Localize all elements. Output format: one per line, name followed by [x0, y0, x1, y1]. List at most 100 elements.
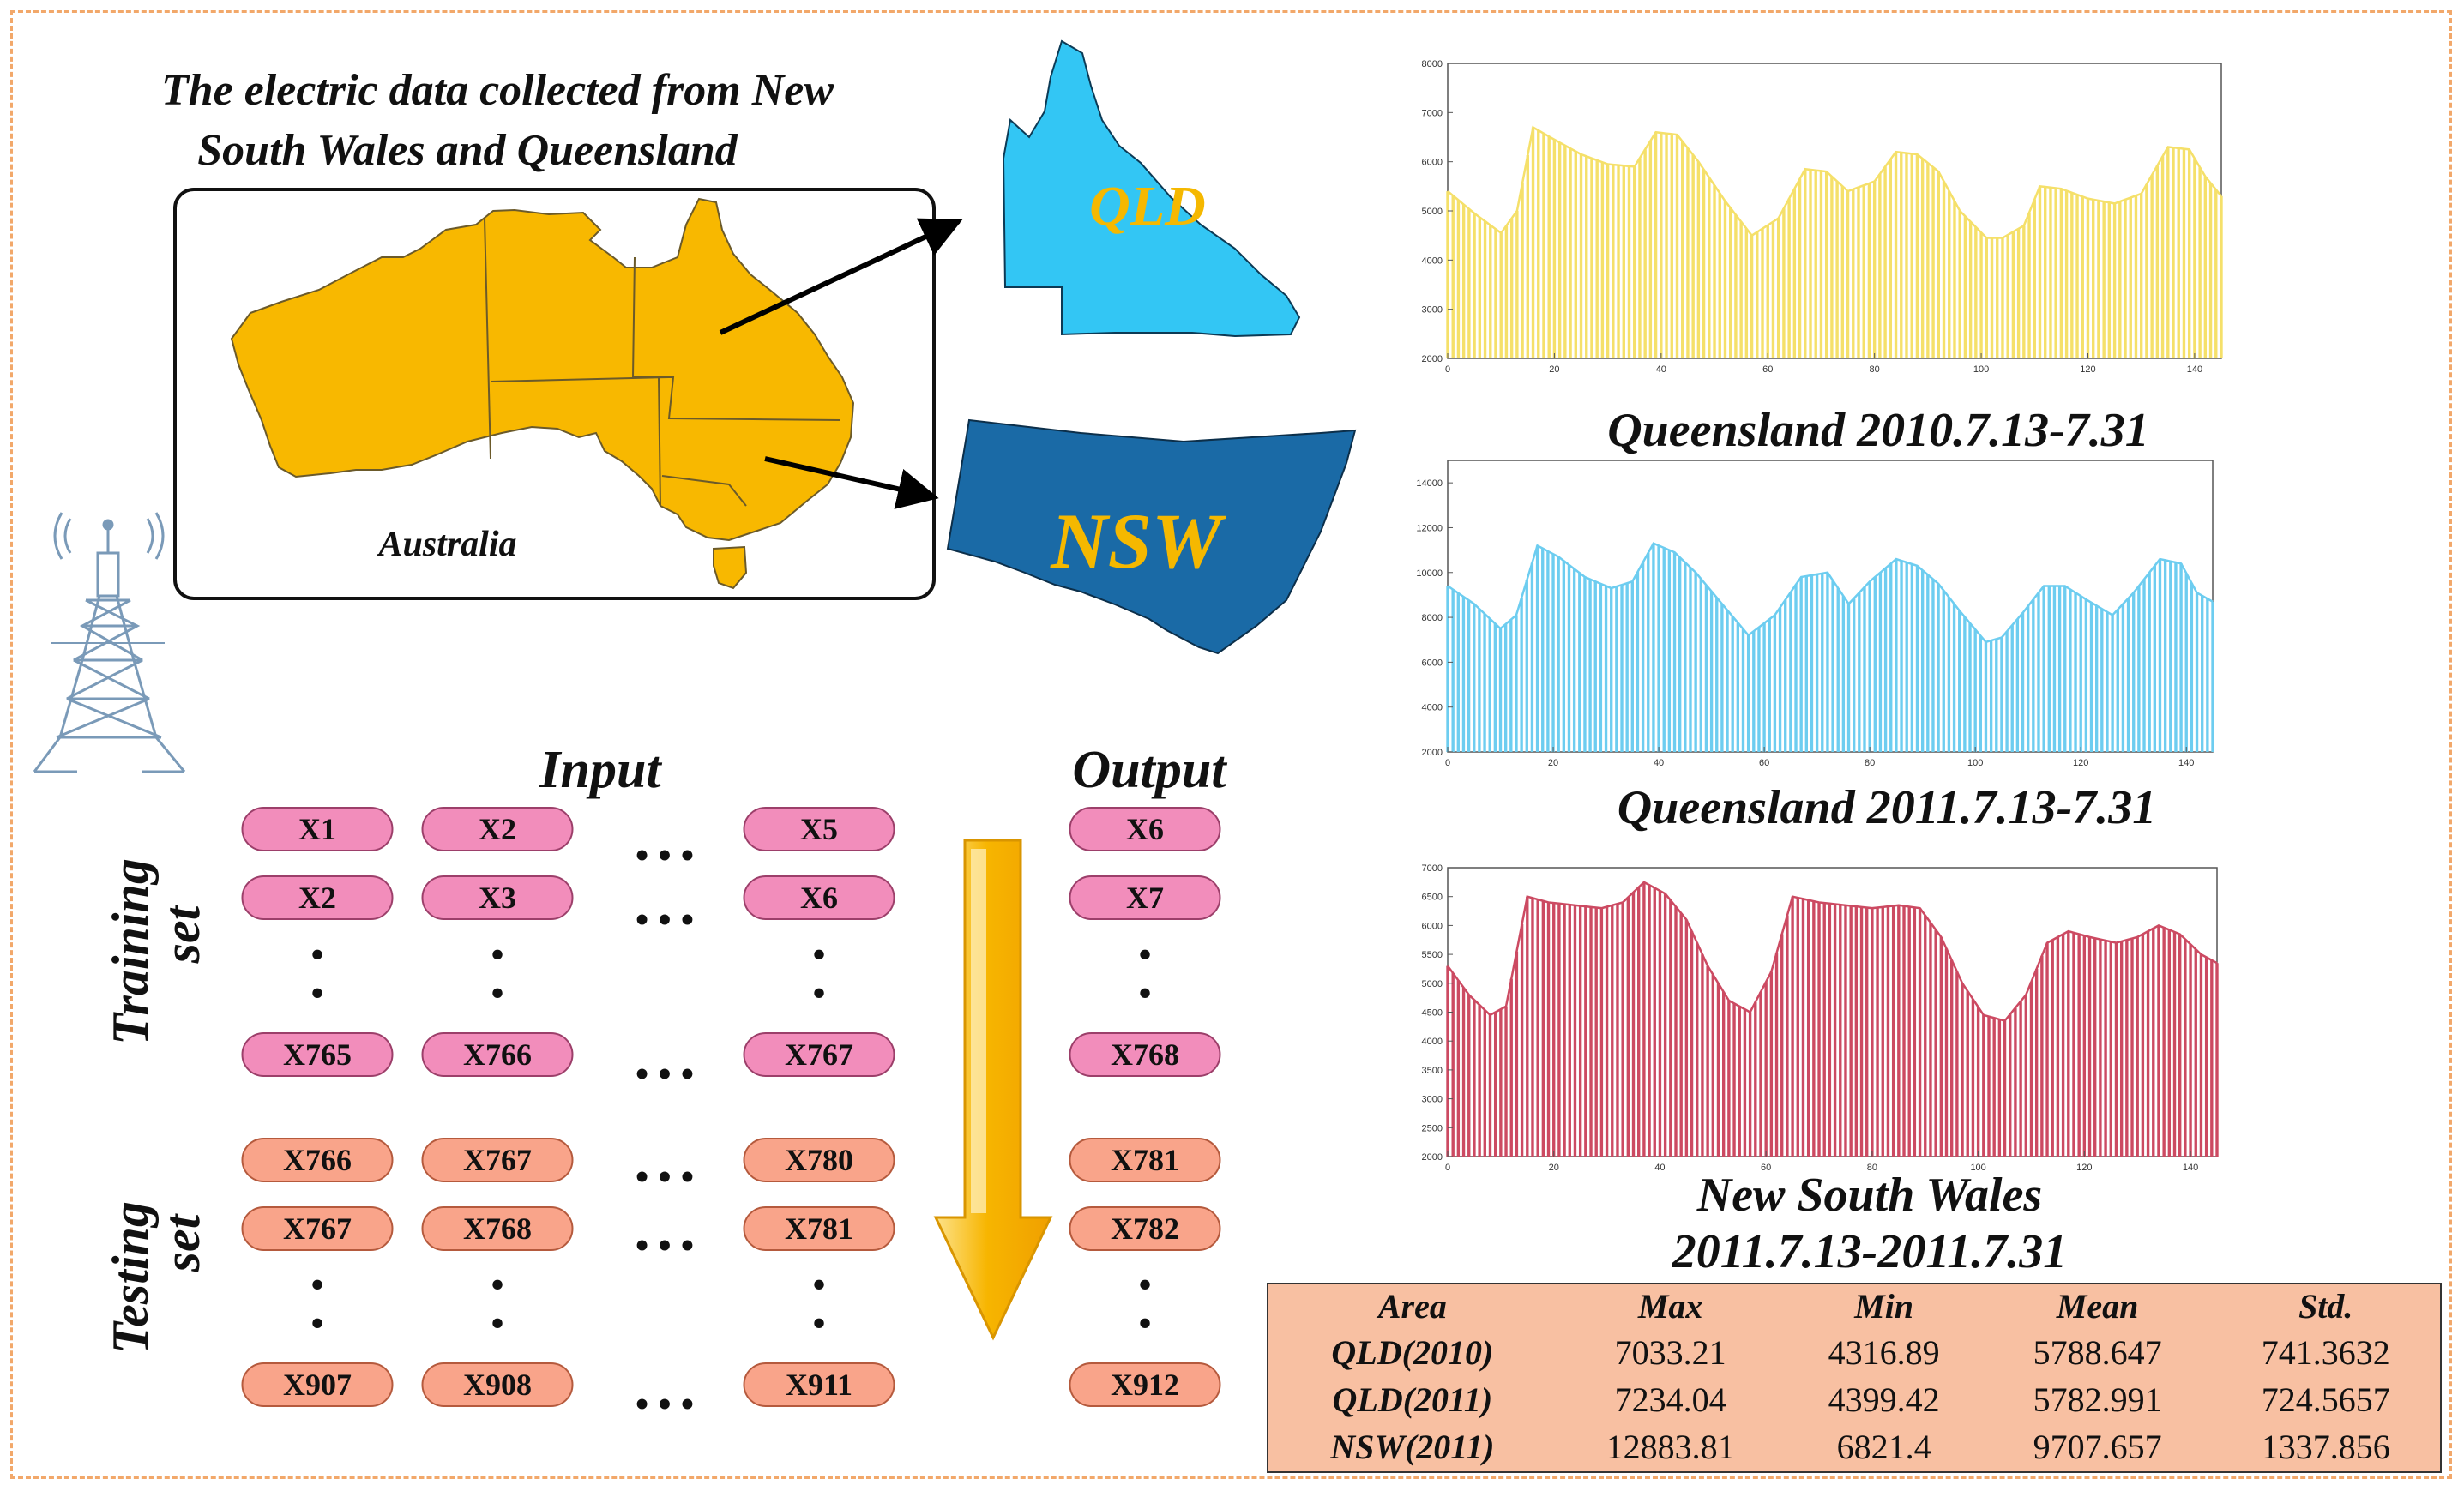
test-sample-pill	[241, 1138, 394, 1182]
chart-title-qld-2010: Queensland 2010.7.13-7.31	[1607, 404, 2149, 457]
train-sample-pill	[241, 875, 394, 920]
x-tick-label: 20	[1549, 1163, 1559, 1173]
test-sample-pill	[743, 1206, 895, 1251]
x-tick-label: 100	[1970, 1163, 1985, 1173]
train-sample-pill	[421, 875, 574, 920]
y-tick-label: 6000	[1422, 658, 1443, 668]
table-cell-area: QLD(2010)	[1331, 1332, 1494, 1372]
table-cell: 1337.856	[2261, 1428, 2390, 1467]
test-ellipsis: • • •	[636, 1383, 694, 1425]
y-tick-label: 2000	[1422, 748, 1443, 758]
train-vertical-dot: •	[310, 932, 325, 977]
table-header-cell: Min	[1854, 1287, 1914, 1326]
train-sample-label: X3	[479, 881, 516, 915]
y-tick-label: 5000	[1422, 979, 1443, 989]
train-sample-label: X765	[283, 1037, 352, 1072]
train-ellipsis: • • •	[636, 834, 694, 876]
y-tick-label: 8000	[1422, 613, 1443, 623]
test-sample-label: X780	[785, 1143, 853, 1177]
testing-set-label: Testing set	[102, 1201, 210, 1354]
y-tick-label: 7000	[1422, 863, 1443, 874]
table-header-row: Area Max Min Mean Std.	[1268, 1284, 2441, 1329]
test-sample-label: X766	[283, 1143, 352, 1177]
test-vertical-dot: •	[1138, 1301, 1153, 1346]
input-header: Input	[539, 741, 662, 799]
table-header-cell: Max	[1637, 1287, 1703, 1326]
chart-title-nsw-2011: New South Wales 2011.7.13-2011.7.31	[1672, 1169, 2067, 1278]
y-tick-label: 4500	[1422, 1008, 1443, 1019]
train-sample-pill	[421, 1032, 574, 1077]
x-tick-label: 80	[1867, 1163, 1877, 1173]
table-cell: 4316.89	[1828, 1332, 1940, 1372]
test-vertical-dot: •	[491, 1262, 505, 1308]
train-sample-label: X768	[1111, 1037, 1179, 1072]
transmission-tower-icon	[33, 512, 186, 773]
charts-area: 0 20 40 60 80 100 120 1402000300040005000600070…	[1416, 59, 2223, 1278]
x-tick-label: 100	[1967, 758, 1983, 768]
table-row: QLD(2011) 7234.04 4399.42 5782.991 724.5…	[1268, 1376, 2441, 1423]
x-tick-label: 80	[1870, 364, 1880, 375]
train-vertical-dot: •	[1138, 971, 1153, 1016]
train-vertical-dot: •	[491, 971, 505, 1016]
train-ellipsis: • • •	[636, 1053, 694, 1095]
y-tick-label: 4000	[1422, 1037, 1443, 1047]
train-vertical-dot: •	[310, 971, 325, 1016]
x-tick-label: 0	[1445, 364, 1450, 375]
australia-map-icon	[230, 197, 855, 590]
y-tick-label: 4000	[1422, 703, 1443, 713]
train-sample-pill	[421, 807, 574, 851]
test-sample-label: X907	[283, 1368, 352, 1402]
train-sample-label: X6	[1126, 812, 1164, 846]
y-tick-label: 3500	[1422, 1066, 1443, 1076]
test-sample-pill	[1069, 1362, 1221, 1407]
chart-qld-2011: 0 20 40 60 80 100 120 140 2000 4000 6000 8000 10000 1…	[1416, 460, 2214, 768]
y-tick-label: 3000	[1422, 1095, 1443, 1105]
y-tick-label: 5000	[1422, 207, 1443, 217]
train-sample-pill	[743, 807, 895, 851]
nsw-label: NSW	[1050, 497, 1227, 585]
test-vertical-dot: •	[812, 1262, 827, 1308]
table-cell: 7033.21	[1614, 1332, 1726, 1372]
test-sample-label: X912	[1111, 1368, 1179, 1402]
chart-series-line	[1446, 881, 2218, 1023]
training-set-word: set	[154, 904, 210, 964]
test-sample-label: X781	[1111, 1143, 1179, 1177]
y-tick-label: 6000	[1422, 158, 1443, 168]
qld-label: QLD	[1089, 175, 1206, 237]
train-sample-label: X6	[800, 881, 838, 915]
test-sample-label: X908	[463, 1368, 532, 1402]
x-tick-label: 20	[1549, 364, 1559, 375]
x-tick-label: 140	[2178, 758, 2194, 768]
train-vertical-dot: •	[812, 932, 827, 977]
test-sample-label: X911	[786, 1368, 852, 1402]
table-cell: 12883.81	[1606, 1428, 1735, 1467]
train-sample-pill	[743, 875, 895, 920]
qld-pointer-arrow	[719, 218, 963, 335]
test-ellipsis: • • •	[636, 1156, 694, 1198]
test-vertical-dot: •	[310, 1262, 325, 1308]
test-ellipsis: • • •	[636, 1224, 694, 1266]
train-sample-pill	[1069, 875, 1221, 920]
test-vertical-dot: •	[812, 1301, 827, 1346]
y-tick-label: 5500	[1422, 950, 1443, 960]
x-tick-label: 120	[2076, 1163, 2092, 1173]
test-sample-label: X767	[463, 1143, 532, 1177]
y-tick-label: 6500	[1422, 893, 1443, 903]
table-cell: 5782.991	[2033, 1380, 2162, 1419]
table-row: QLD(2010) 7033.21 4316.89 5788.647 741.3…	[1268, 1329, 2441, 1376]
test-vertical-dot: •	[491, 1301, 505, 1346]
y-tick-label: 7000	[1422, 108, 1443, 118]
y-tick-label: 14000	[1416, 478, 1443, 489]
x-tick-label: 0	[1445, 758, 1450, 768]
test-sample-label: X767	[283, 1211, 352, 1246]
table-cell-area: QLD(2011)	[1332, 1380, 1493, 1419]
x-tick-label: 120	[2073, 758, 2088, 768]
test-sample-pill	[1069, 1138, 1221, 1182]
x-tick-label: 0	[1445, 1163, 1450, 1173]
test-sample-pill	[743, 1362, 895, 1407]
table-header-cell: Std.	[2298, 1287, 2353, 1326]
train-sample-pill	[241, 807, 394, 851]
train-sample-label: X7	[1126, 881, 1164, 915]
chart-qld-2010: 0 20 40 60 80 100 120 140 2000 3000 4000 5000 6000 70…	[1422, 59, 2223, 375]
